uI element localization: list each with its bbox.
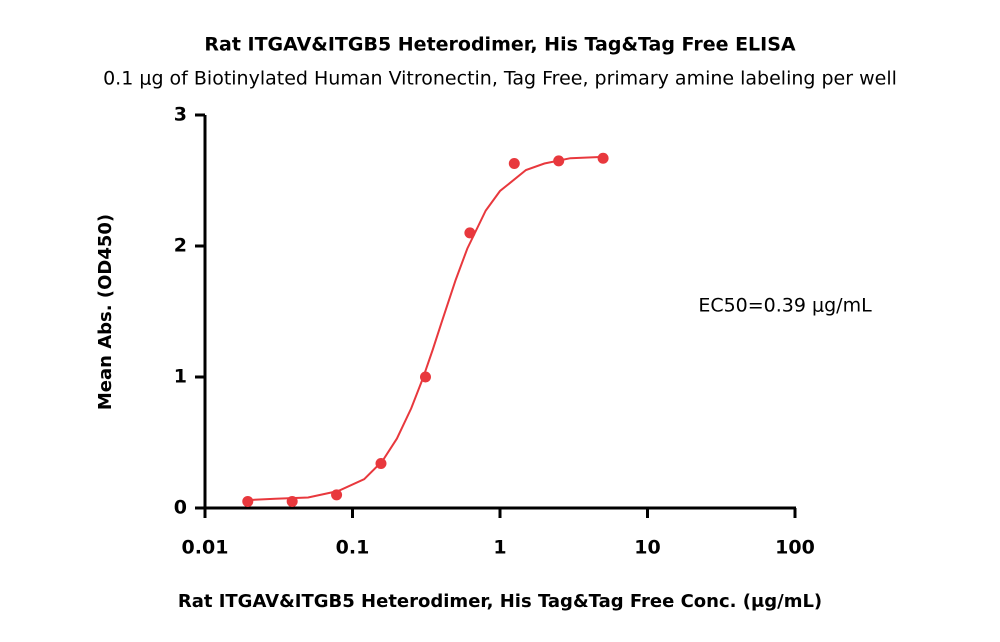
data-point xyxy=(597,152,609,164)
data-point xyxy=(419,371,431,383)
x-axis-label: Rat ITGAV&ITGB5 Heterodimer, His Tag&Tag… xyxy=(178,591,822,612)
data-point xyxy=(331,489,343,501)
fit-curve xyxy=(247,155,604,502)
data-point xyxy=(553,155,565,167)
data-point xyxy=(464,227,476,239)
data-point xyxy=(242,495,254,507)
y-tick-label: 1 xyxy=(174,366,187,388)
chart-subtitle: 0.1 μg of Biotinylated Human Vitronectin… xyxy=(103,68,897,90)
x-tick-label: 0.1 xyxy=(336,537,370,559)
data-point xyxy=(375,457,387,469)
y-tick-label: 3 xyxy=(174,104,187,126)
data-point xyxy=(508,157,520,169)
y-tick-label: 2 xyxy=(174,235,187,257)
x-tick-label: 0.01 xyxy=(182,537,229,559)
y-tick-label: 0 xyxy=(174,497,187,519)
y-axis-label: Mean Abs. (OD450) xyxy=(95,214,116,410)
x-tick-label: 100 xyxy=(775,537,815,559)
ec50-annotation: EC50=0.39 μg/mL xyxy=(698,295,872,317)
x-tick-label: 10 xyxy=(634,537,660,559)
x-tick-label: 1 xyxy=(493,537,506,559)
data-point xyxy=(286,495,298,507)
chart-title: Rat ITGAV&ITGB5 Heterodimer, His Tag&Tag… xyxy=(204,34,796,56)
